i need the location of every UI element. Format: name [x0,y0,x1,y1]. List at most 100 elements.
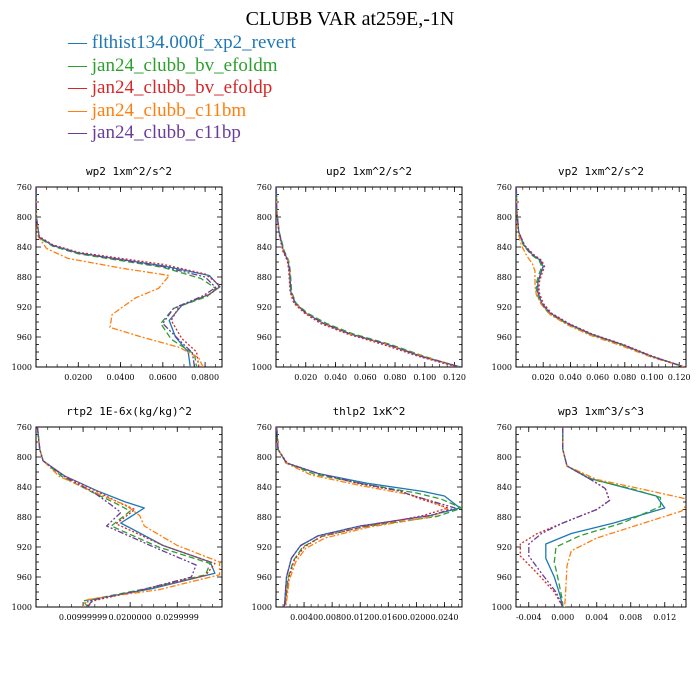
x-tick-label: 0.080 [613,373,636,382]
y-tick-label: 880 [257,273,272,282]
y-tick-label: 920 [497,303,512,312]
chart-panel: wp2 1xm^2/s^2 760 800 840 880 920 960 1000 0.020… [12,165,223,382]
legend-entry: — jan24_clubb_c11bp [68,122,241,143]
y-tick-label: 840 [257,243,272,252]
x-tick-label: 0.0040 [290,613,318,622]
series-line [276,187,461,367]
chart-panel: wp3 1xm^3/s^3 760 800 840 880 920 960 1000 -0.00… [492,405,687,622]
y-tick-label: 960 [497,333,512,342]
x-tick-label: -0.004 [516,613,542,622]
series-line [36,187,221,367]
x-tick-label: 0.000 [551,613,574,622]
y-tick-label: 800 [257,213,272,222]
y-tick-label: 760 [257,423,272,432]
legend-entry: — flthist134.000f_xp2_revert [68,32,296,53]
series-line [276,187,461,367]
series-line [36,187,217,367]
series-line [545,427,666,607]
y-tick-label: 880 [17,513,32,522]
x-tick-label: 0.0240 [430,613,458,622]
figure-title: CLUBB VAR at259E,-1N [245,8,455,30]
y-tick-label: 1000 [252,363,272,372]
y-tick-label: 760 [17,423,32,432]
x-tick-label: 0.0200 [64,373,92,382]
series-line [519,427,611,607]
x-tick-label: 0.004 [585,613,608,622]
y-tick-label: 800 [257,453,272,462]
panel-title: wp3 1xm^3/s^3 [558,405,644,418]
series-line [276,427,456,607]
y-tick-label: 920 [497,543,512,552]
x-tick-label: 0.060 [354,373,377,382]
y-tick-label: 1000 [252,603,272,612]
series-line [562,427,686,607]
panel-title: up2 1xm^2/s^2 [326,165,412,178]
series-line [276,427,461,607]
x-tick-label: 0.120 [668,373,691,382]
x-tick-label: 0.040 [324,373,347,382]
y-tick-label: 880 [257,513,272,522]
x-tick-label: 0.120 [443,373,466,382]
y-tick-label: 840 [17,243,32,252]
series-line [36,187,204,367]
panel-title: wp2 1xm^2/s^2 [86,165,172,178]
y-tick-label: 920 [257,543,272,552]
y-tick-label: 800 [17,213,32,222]
x-tick-label: 0.0800 [191,373,219,382]
series-line [36,427,197,607]
series-line [276,187,461,367]
series-line [276,427,462,607]
x-tick-label: 0.0299999 [156,613,199,622]
y-tick-label: 960 [257,333,272,342]
y-tick-label: 880 [497,273,512,282]
y-tick-label: 920 [257,303,272,312]
chart-panel: rtp2 1E-6x(kg/kg)^2 760 800 840 880 920 960 100… [12,405,223,622]
panel-title: thlp2 1xK^2 [333,405,406,418]
x-tick-label: 0.0200000 [109,613,152,622]
series-line [276,187,460,367]
y-tick-label: 1000 [492,603,512,612]
legend-entry: — jan24_clubb_c11bm [68,99,247,121]
x-tick-label: 0.0160 [374,613,402,622]
x-tick-label: 0.020 [532,373,555,382]
y-tick-label: 800 [497,453,512,462]
x-tick-label: 0.080 [384,373,407,382]
x-tick-label: 0.012 [653,613,676,622]
series-line [36,427,216,607]
y-tick-label: 960 [17,333,32,342]
y-tick-label: 800 [497,213,512,222]
panel-title: rtp2 1E-6x(kg/kg)^2 [66,405,192,418]
series-line [516,187,685,367]
panel-title: vp2 1xm^2/s^2 [558,165,644,178]
x-tick-label: 0.008 [619,613,642,622]
y-tick-label: 760 [497,423,512,432]
series-line [36,187,221,367]
x-tick-label: 0.060 [586,373,609,382]
plot-frame [275,426,463,608]
plot-frame [515,426,687,608]
x-tick-label: 0.00999999 [59,613,107,622]
y-tick-label: 920 [17,303,32,312]
x-tick-label: 0.100 [641,373,664,382]
series-line [36,187,217,367]
y-tick-label: 1000 [492,363,512,372]
y-tick-label: 760 [17,183,32,192]
y-tick-label: 960 [257,573,272,582]
x-tick-label: 0.0400 [107,373,135,382]
y-tick-label: 800 [17,453,32,462]
chart-panel: vp2 1xm^2/s^2 760 800 840 880 920 960 1000 0.020… [492,165,691,382]
x-tick-label: 0.0080 [318,613,346,622]
y-tick-label: 840 [497,483,512,492]
series-line [516,187,685,367]
series-line [553,427,662,607]
legend: — flthist134.000f_xp2_revert — jan24_club… [68,32,296,145]
x-tick-label: 0.040 [559,373,582,382]
y-tick-label: 840 [17,483,32,492]
y-tick-label: 880 [497,513,512,522]
x-tick-label: 0.0120 [346,613,374,622]
x-tick-label: 0.020 [294,373,317,382]
y-tick-label: 840 [497,243,512,252]
x-tick-label: 0.0200 [402,613,430,622]
